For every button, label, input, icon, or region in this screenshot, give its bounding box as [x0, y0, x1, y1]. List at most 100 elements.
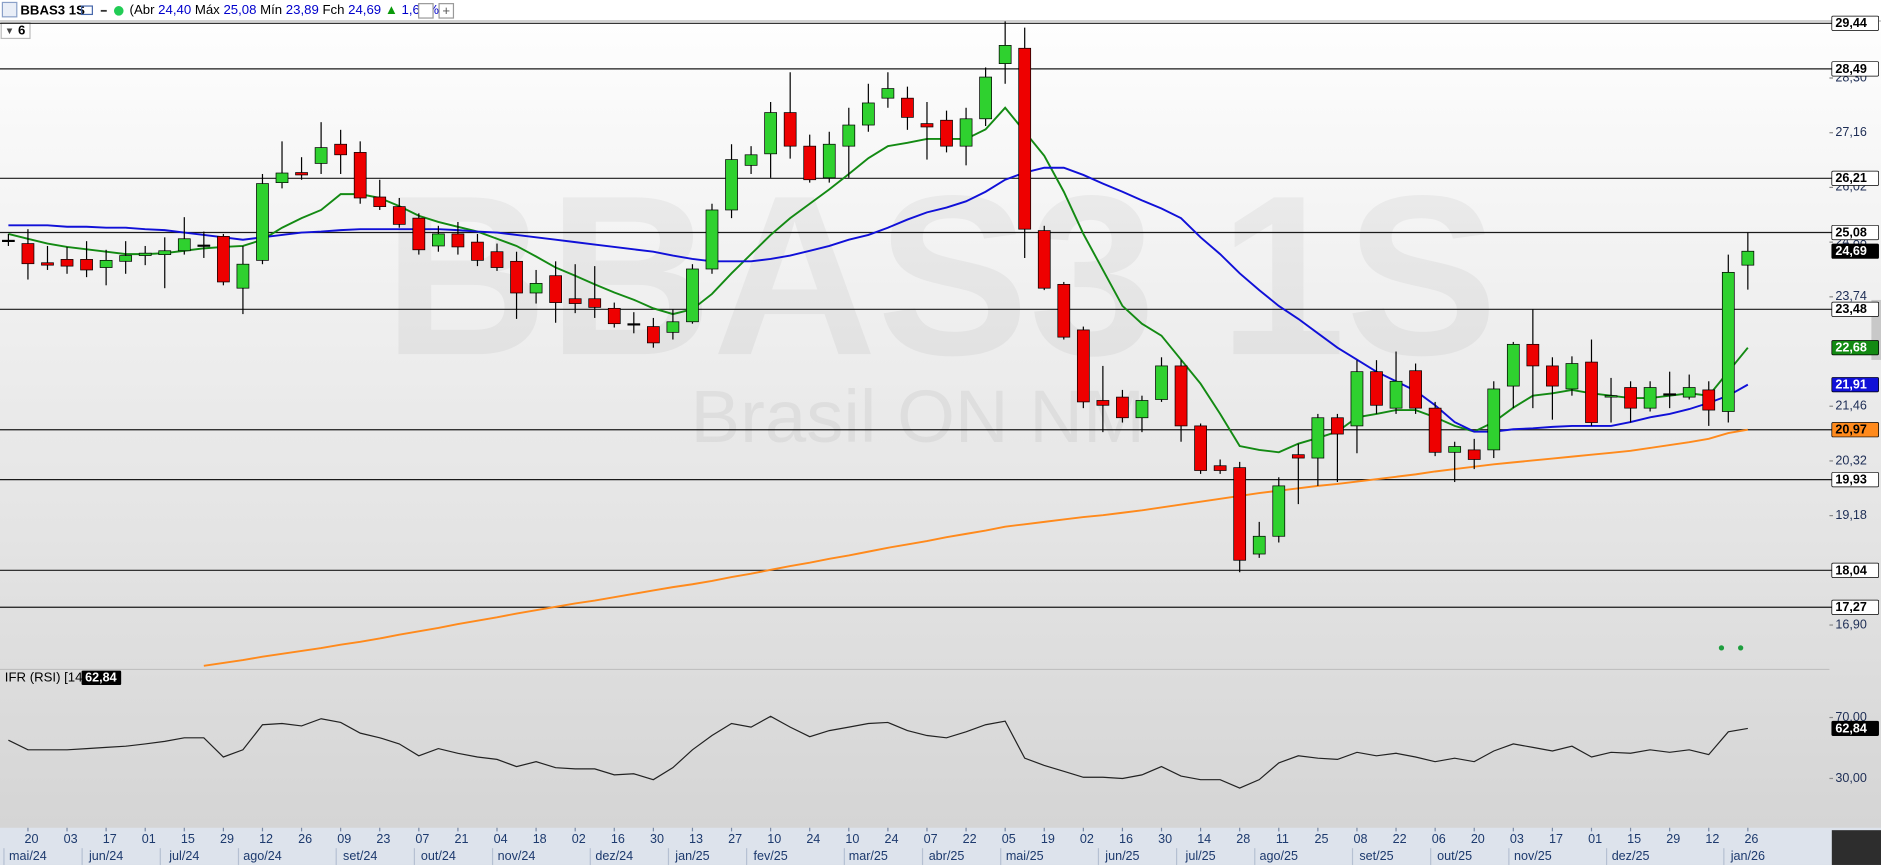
x-tick-label: 12 — [259, 832, 273, 846]
moving-average — [8, 166, 1749, 433]
x-tick-label: 22 — [1393, 832, 1407, 846]
candle-body — [1506, 343, 1520, 387]
x-tick-label: 21 — [455, 832, 469, 846]
x-tick-label: 26 — [298, 832, 312, 846]
candle-body — [80, 259, 93, 271]
candle-body — [1409, 370, 1422, 409]
corner-box — [1831, 830, 1881, 865]
x-tick-label: 20 — [25, 832, 39, 846]
time-axis — [0, 827, 1881, 865]
month-label: jul/24 — [168, 849, 199, 863]
candle-body — [1291, 454, 1305, 459]
x-tick-label: 05 — [1002, 832, 1016, 846]
x-tick-label: 01 — [1588, 832, 1602, 846]
change-arrow: ▲ — [385, 2, 398, 17]
rsi-title-box — [81, 670, 122, 686]
candle-body — [158, 250, 172, 255]
rsi-last-label-box — [1831, 720, 1879, 736]
level-label-box — [1831, 15, 1879, 31]
rsi-title-value: 62,84 — [85, 671, 116, 685]
y-tick-label: 21,46 — [1835, 399, 1866, 413]
candle-body — [236, 263, 250, 289]
month-label: out/25 — [1437, 849, 1472, 863]
level-label-box — [1831, 61, 1879, 77]
marks — [2, 21, 1755, 789]
month-label: dez/24 — [595, 849, 633, 863]
candle-body — [901, 97, 914, 118]
candle-body — [1037, 230, 1051, 289]
candle-body — [881, 88, 895, 99]
candle-body — [686, 268, 699, 323]
x-tick-label: 07 — [415, 832, 429, 846]
candle-body — [451, 233, 465, 248]
level-label: 26,21 — [1835, 171, 1866, 185]
candle-body — [725, 159, 738, 211]
candle-body — [1487, 388, 1501, 451]
month-label: jul/25 — [1185, 849, 1216, 863]
badge-arrow: ▼ — [5, 26, 14, 37]
candle-body — [803, 145, 817, 181]
candle-body — [1585, 361, 1598, 423]
month-label: mar/25 — [849, 849, 888, 863]
x-tick-label: 12 — [1705, 832, 1719, 846]
chart-icon[interactable] — [80, 5, 93, 16]
candle-body — [60, 259, 74, 267]
candle-body — [1116, 396, 1129, 419]
candle-body — [1546, 365, 1559, 387]
menu-icon[interactable] — [1, 1, 18, 18]
candle-body — [353, 152, 367, 199]
header-bar — [0, 0, 1881, 21]
candle-body — [549, 275, 562, 303]
x-tick-label: 09 — [337, 832, 351, 846]
candle-body — [764, 112, 777, 155]
month-label: nov/25 — [1514, 849, 1552, 863]
labels: 28,3027,1626,0224,8823,7421,4620,3219,18… — [3, 15, 1879, 865]
candle-body — [861, 102, 875, 126]
add-button[interactable] — [438, 3, 455, 19]
candle-body — [1565, 363, 1579, 390]
level-label-box — [1831, 472, 1879, 488]
header-label: Mín — [260, 2, 282, 17]
candle-body — [1741, 250, 1755, 266]
x-tick-label: 13 — [689, 832, 703, 846]
candle-body — [314, 147, 328, 164]
month-label: jun/24 — [88, 849, 123, 863]
x-tick-label: 18 — [533, 832, 547, 846]
x-tick-label: 02 — [572, 832, 586, 846]
candle-body — [41, 262, 54, 266]
candle-body — [392, 206, 406, 225]
month-label: mai/24 — [9, 849, 47, 863]
candle-body — [979, 76, 992, 120]
candle-body — [275, 172, 289, 183]
x-tick-label: 06 — [1432, 832, 1446, 846]
y-tick-label: 27,16 — [1835, 125, 1866, 139]
side-tab[interactable] — [1871, 299, 1881, 360]
header-label: Abr — [134, 2, 155, 17]
paren: ( — [130, 2, 135, 17]
candle-body — [647, 326, 660, 344]
x-tick-label: 30 — [650, 832, 664, 846]
signal-dot — [1738, 645, 1744, 651]
x-tick-label: 10 — [845, 832, 859, 846]
candle-body — [197, 244, 211, 247]
signal-dot — [1718, 645, 1725, 651]
candle-body — [1135, 400, 1149, 419]
candle-body — [1721, 271, 1735, 412]
month-label: jan/25 — [674, 849, 709, 863]
options-button[interactable] — [418, 3, 434, 19]
candle-body — [1663, 393, 1677, 396]
candle-body — [920, 123, 934, 128]
header-label: Fch — [322, 2, 344, 17]
candle-body — [295, 172, 308, 176]
candle-body — [1331, 417, 1344, 435]
candle-body — [432, 233, 445, 247]
candle-body — [822, 143, 836, 179]
x-tick-label: 25 — [1314, 832, 1328, 846]
price-label: 24,69 — [1835, 244, 1866, 258]
candle-body — [1604, 395, 1618, 398]
level-label: 19,93 — [1835, 473, 1866, 487]
candle-body — [1643, 387, 1657, 409]
rsi-tick-label: 30,00 — [1835, 771, 1866, 785]
level-label-box — [1831, 562, 1879, 578]
